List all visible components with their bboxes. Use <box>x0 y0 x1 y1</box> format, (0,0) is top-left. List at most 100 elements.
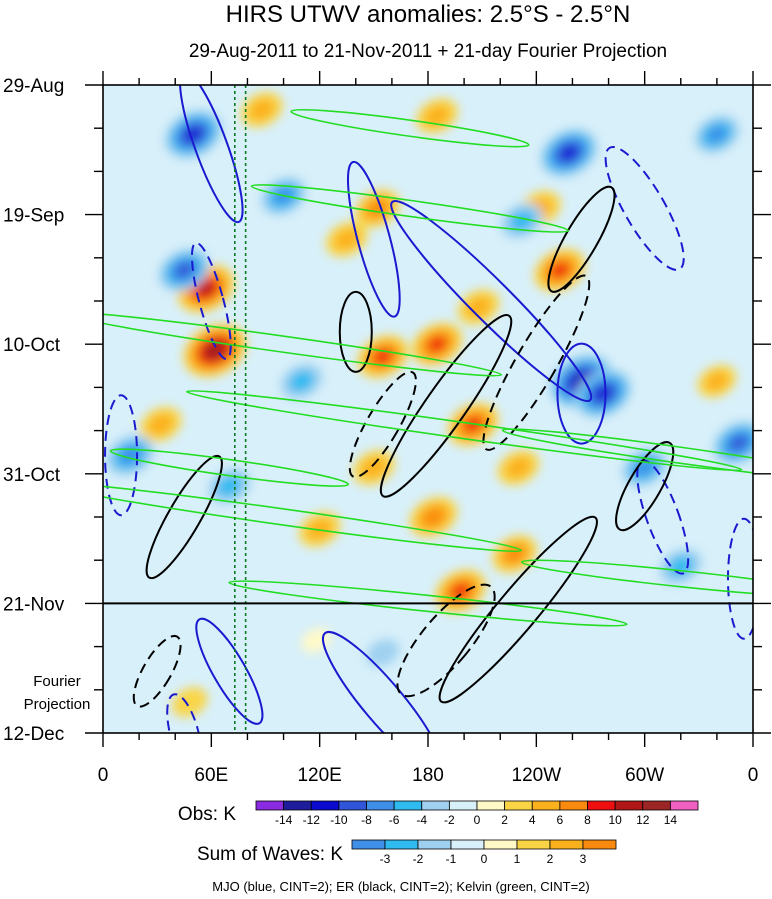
colorbar-tick-label: -4 <box>416 813 427 827</box>
mjo-contour <box>195 617 264 725</box>
colorbar-swatch <box>669 800 699 811</box>
chart-title: HIRS UTWV anomalies: 2.5°S - 2.5°N <box>226 1 631 28</box>
anomaly-blob <box>171 687 208 718</box>
kelvin-contour <box>109 448 350 487</box>
colorbar-tick-label: -6 <box>389 813 400 827</box>
anomaly-blob <box>374 349 392 364</box>
anomaly-blob <box>424 105 450 127</box>
obs-colorbar: -14 -12 -10 -8 -6 -4 -2 0 2 4 6 8 10 12 14 <box>255 800 699 827</box>
er-contour <box>615 441 675 532</box>
colorbar-tick-label: 8 <box>584 813 591 827</box>
anomaly-field <box>103 85 753 733</box>
anomaly-blob <box>707 126 727 143</box>
colorbar-swatch <box>338 800 367 811</box>
er-contour <box>379 314 513 498</box>
anomaly-blob <box>561 146 577 160</box>
er-contour <box>132 634 182 708</box>
waves-colorbar: -3 -2 -1 0 1 2 3 <box>351 839 617 866</box>
colorbar-swatch <box>255 800 285 811</box>
anomaly-blob <box>148 413 174 435</box>
mjo-contour <box>556 342 607 445</box>
y-tick-label: 31-Oct <box>3 465 61 486</box>
anomaly-blob <box>289 370 315 392</box>
colorbar-tick-label: 1 <box>514 852 521 866</box>
projection-label-line1: Fourier <box>33 673 81 690</box>
y-tick-label: 21-Nov <box>3 594 65 615</box>
mjo-contour <box>179 85 244 224</box>
anomaly-blob <box>175 263 193 278</box>
x-tick-label: 180 <box>412 765 444 786</box>
colorbar-swatch <box>531 800 561 811</box>
kelvin-contour <box>186 390 743 472</box>
anomaly-blob <box>551 263 569 278</box>
mjo-contour <box>346 160 401 318</box>
anomaly-blob <box>428 337 446 352</box>
anomaly-blob <box>505 545 525 563</box>
anomaly-blob <box>629 652 660 678</box>
x-tick-label: 60E <box>194 765 228 786</box>
x-tick-label: 0 <box>98 765 109 786</box>
y-tick-label: 12-Dec <box>3 724 64 745</box>
x-tick-label: 60W <box>625 765 664 786</box>
colorbar-tick-label: -3 <box>380 852 391 866</box>
kelvin-contour <box>290 108 530 148</box>
colorbar-tick-label: -10 <box>330 813 348 827</box>
colorbar-tick-label: 0 <box>474 813 481 827</box>
reference-longitudes <box>234 85 247 733</box>
mjo-contour <box>104 394 139 517</box>
colorbar-swatch <box>351 839 386 850</box>
wave-contours <box>103 85 753 733</box>
kelvin-contour <box>103 311 503 377</box>
colorbar-swatch <box>448 800 478 811</box>
er-contour <box>348 370 417 479</box>
colorbar-tick-label: -8 <box>361 813 372 827</box>
anomaly-blob <box>705 371 729 391</box>
colorbar-swatch <box>366 800 395 811</box>
colorbar-swatch <box>450 839 485 850</box>
anomaly-blob <box>249 99 275 121</box>
colorbar-swatch <box>393 800 423 811</box>
kelvin-contour <box>250 183 570 233</box>
waves-colorbar-label: Sum of Waves: K <box>197 844 343 865</box>
colorbar-swatch <box>516 839 551 850</box>
anomaly-blob <box>366 639 400 667</box>
colorbar-swatch <box>417 839 452 850</box>
anomaly-blob <box>505 457 531 479</box>
colorbar-swatch <box>283 800 312 811</box>
kelvin-contour <box>103 481 523 553</box>
colorbar-tick-label: 0 <box>481 852 488 866</box>
colorbar-swatch <box>587 800 616 811</box>
y-tick-label: 29-Aug <box>3 76 64 97</box>
anomaly-blob <box>466 296 492 318</box>
colorbar-tick-label: -12 <box>303 813 321 827</box>
colorbar-tick-label: 14 <box>664 813 678 827</box>
mjo-contour <box>190 241 232 361</box>
er-contour <box>482 274 591 451</box>
colorbar-swatch <box>642 800 671 811</box>
kelvin-contour <box>520 559 753 599</box>
colorbar-tick-label: 10 <box>608 813 622 827</box>
mjo-contour <box>604 145 685 271</box>
plot-area: 0 60E 120E 180 120W 60W 0 29-Aug 19-Sep 10-Oct 31… <box>3 71 771 786</box>
plot-background <box>103 85 753 733</box>
colorbar-tick-label: -2 <box>413 852 424 866</box>
colorbar-tick-label: 3 <box>580 852 587 866</box>
colorbar-swatch <box>582 839 617 850</box>
projection-label-line2: Projection <box>24 696 91 713</box>
colorbar-tick-label: -14 <box>275 813 293 827</box>
colorbar-swatch <box>559 800 588 811</box>
colorbar-tick-label: 6 <box>557 813 564 827</box>
anomaly-blob <box>198 282 214 296</box>
kelvin-contour <box>228 580 628 627</box>
anomaly-blob <box>334 228 360 250</box>
x-axis: 0 60E 120E 180 120W 60W 0 <box>98 71 758 786</box>
colorbar-swatch <box>421 800 450 811</box>
colorbar-tick-label: 2 <box>501 813 508 827</box>
colorbar-swatch <box>476 800 506 811</box>
anomaly-blob <box>423 508 444 526</box>
colorbar-tick-label: 4 <box>529 813 536 827</box>
colorbar-swatch <box>504 800 533 811</box>
mjo-contour <box>166 693 203 733</box>
y-tick-label: 10-Oct <box>3 335 61 356</box>
